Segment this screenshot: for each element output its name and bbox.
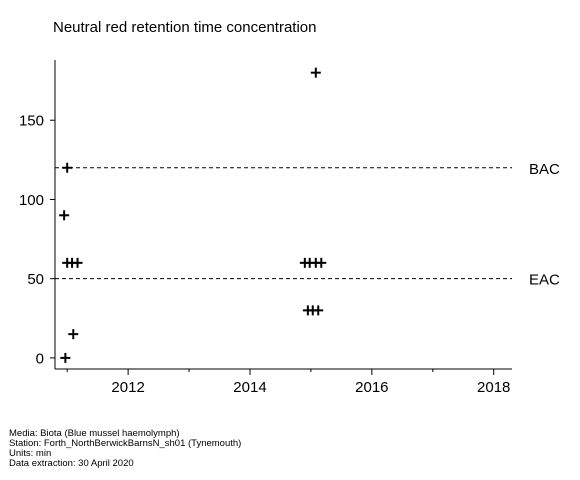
chart-title: Neutral red retention time concentration (53, 19, 317, 36)
y-tick-label: 50 (27, 271, 44, 288)
y-tick-label: 150 (19, 113, 44, 130)
x-tick-label: 2018 (477, 379, 510, 396)
reference-lines: BAC EAC (55, 161, 560, 289)
data-point (313, 305, 324, 316)
axes: 0 50 100 150 2012 2014 2016 2018 (19, 60, 512, 396)
chart-metadata: Media: Biota (Blue mussel haemolymph) St… (9, 429, 241, 469)
extraction-date-label: Data extraction: 30 April 2020 (9, 458, 134, 469)
x-tick-label: 2016 (355, 379, 388, 396)
station-label: Station: Forth_NorthBerwickBarnsN_sh01 (… (9, 438, 242, 449)
y-tick-label: 0 (36, 350, 44, 367)
data-point (316, 257, 327, 268)
reference-label-bac: BAC (529, 161, 560, 178)
data-point (59, 210, 70, 221)
data-point (72, 257, 83, 268)
units-label: Units: min (9, 448, 52, 459)
data-point (62, 162, 73, 173)
data-points (59, 67, 327, 363)
y-tick-label: 100 (19, 192, 44, 209)
x-tick-label: 2012 (111, 379, 144, 396)
media-label: Media: Biota (Blue mussel haemolymph) (9, 428, 180, 439)
data-point (60, 352, 71, 363)
reference-label-eac: EAC (529, 272, 560, 289)
data-point (68, 329, 79, 340)
x-tick-label: 2014 (233, 379, 266, 396)
data-point (310, 67, 321, 78)
